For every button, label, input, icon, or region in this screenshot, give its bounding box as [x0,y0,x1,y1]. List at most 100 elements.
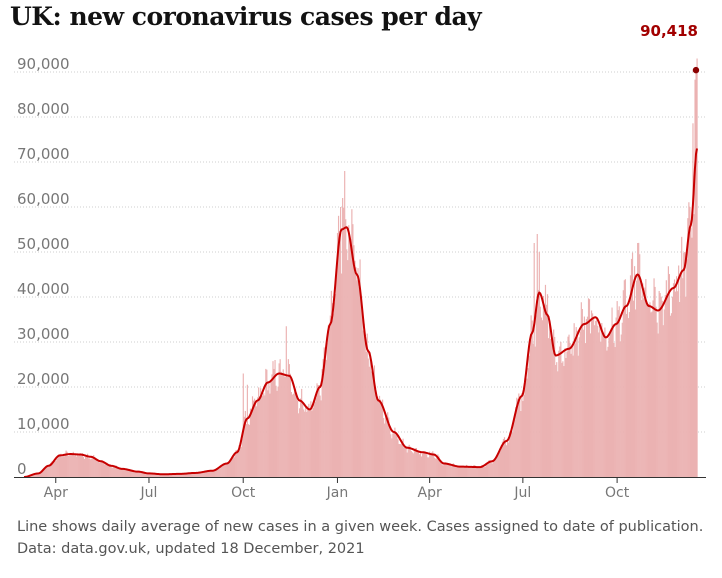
daily-bar [375,395,378,477]
daily-case-bars [24,58,698,478]
daily-bar [104,464,106,477]
daily-bar [259,396,261,477]
daily-bar [191,473,193,477]
daily-bar [357,268,359,477]
daily-bar [433,453,435,477]
daily-bar [97,461,99,477]
daily-bar [504,440,507,477]
daily-bar [235,450,237,477]
daily-bar [362,330,364,477]
daily-bar [416,450,419,477]
daily-bar [428,457,430,477]
daily-bar [607,346,609,477]
daily-bar [290,392,293,477]
daily-bar [55,461,57,477]
daily-bar [419,452,422,477]
daily-bar [238,445,240,477]
daily-bar [226,463,228,477]
daily-bar [101,460,103,477]
daily-bar [53,462,55,477]
daily-bar [477,467,479,477]
daily-bar [190,473,192,477]
daily-bar [69,453,71,477]
daily-bar [270,379,272,477]
daily-bar [618,306,620,477]
daily-bar [392,433,394,477]
daily-bar [266,369,268,477]
daily-bar [443,463,445,477]
daily-bar [304,411,306,477]
daily-bar [512,432,514,477]
daily-bar [98,461,100,477]
daily-bar [453,464,455,477]
daily-bar [366,333,368,477]
daily-bar [222,465,224,477]
daily-bar [262,395,264,477]
daily-bar [551,337,553,477]
daily-bar [131,470,133,477]
daily-bar [146,473,148,477]
daily-bar [623,280,625,477]
daily-bar [483,467,485,477]
daily-bar [93,455,95,477]
daily-bar [208,470,211,477]
daily-bar [395,434,397,477]
daily-bar [348,225,350,477]
daily-bar [334,294,337,477]
daily-bar [336,232,339,477]
daily-bar [95,458,97,477]
daily-bar [463,467,466,477]
daily-bar [165,473,168,477]
daily-bar [466,464,468,477]
daily-bar [175,474,177,477]
daily-bar [377,400,380,477]
daily-bar [622,290,624,477]
daily-bar [652,300,654,477]
daily-bar [62,455,64,477]
daily-bar [476,467,478,477]
daily-bar [163,474,165,477]
daily-bar [261,395,263,477]
daily-bar [322,359,324,477]
daily-bar [283,376,285,477]
daily-bar [78,453,80,477]
y-tick-label: 60,000 [17,190,70,208]
daily-bar [312,408,314,477]
daily-bar [245,424,247,477]
daily-bar [684,252,686,477]
daily-bar [145,472,147,477]
daily-bar [275,385,277,477]
daily-bar [203,472,205,477]
daily-bar [609,332,611,477]
daily-bar [578,337,580,477]
daily-bar [75,456,77,477]
daily-bar [599,322,601,477]
daily-bar [150,473,152,477]
daily-bar [574,343,576,477]
daily-bar [654,286,656,477]
daily-bar [424,451,426,477]
daily-bar [541,320,543,477]
daily-bar [496,456,498,477]
daily-bar [31,474,33,477]
daily-bar [669,315,672,477]
daily-bar [193,472,195,477]
daily-bar [598,332,600,477]
daily-bar [45,467,47,477]
daily-bar [162,474,164,477]
daily-bar [410,450,412,477]
daily-bar [387,412,389,477]
daily-bar [493,460,495,477]
daily-bar [199,472,201,477]
daily-bar [677,291,679,477]
daily-bar [328,329,330,477]
daily-bar [247,424,249,477]
daily-bar [536,234,538,477]
daily-bar [314,401,316,477]
daily-bar [338,242,341,477]
daily-bar [258,387,260,477]
daily-bar [564,348,566,477]
daily-bar [649,302,651,477]
daily-bar [590,310,593,477]
daily-bar [687,218,689,477]
